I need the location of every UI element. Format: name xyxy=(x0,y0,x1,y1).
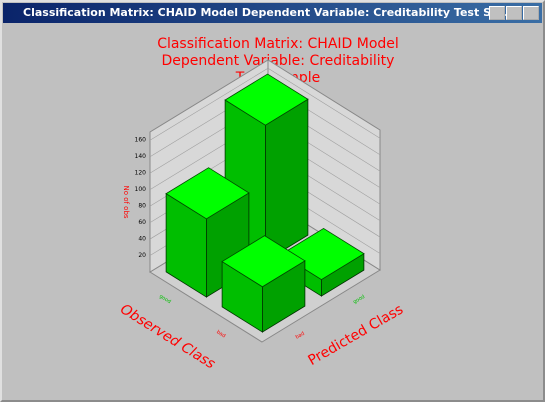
bar-top xyxy=(221,235,306,288)
legend-label: good xyxy=(158,293,172,305)
window-buttons xyxy=(489,6,539,20)
maximize-button[interactable] xyxy=(506,6,522,20)
chart-title: Classification Matrix: CHAID Model xyxy=(157,36,399,52)
title-bar: Classification Matrix: CHAID Model Depen… xyxy=(3,3,542,23)
z-axis-label: No of obs xyxy=(122,185,130,218)
close-button[interactable] xyxy=(523,6,539,20)
y-axis-label: Observed Class xyxy=(117,301,218,372)
z-tick-label: 60 xyxy=(138,219,146,226)
minimize-button[interactable] xyxy=(489,6,505,20)
chart-title: Dependent Variable: Creditability xyxy=(162,53,395,69)
z-tick-label: 140 xyxy=(135,153,147,160)
z-tick-label: 20 xyxy=(138,252,146,259)
x-axis-label: Predicted Class xyxy=(305,302,406,369)
bar-top xyxy=(224,73,309,126)
z-tick-label: 160 xyxy=(135,137,147,144)
z-tick-label: 80 xyxy=(138,203,146,210)
bar-front xyxy=(265,98,309,262)
chart: Classification Matrix: CHAID Model Depen… xyxy=(117,36,406,372)
grid-line xyxy=(149,67,381,141)
z-tick-label: 40 xyxy=(138,236,146,243)
x-tick-label: good xyxy=(352,294,366,305)
z-tick-label: 100 xyxy=(135,186,147,193)
legend-label: bad xyxy=(215,329,226,339)
x-tick-label: bad xyxy=(295,331,306,341)
window-title: Classification Matrix: CHAID Model Depen… xyxy=(23,6,511,19)
z-tick-label: 120 xyxy=(135,170,147,177)
bar-top xyxy=(165,167,250,220)
